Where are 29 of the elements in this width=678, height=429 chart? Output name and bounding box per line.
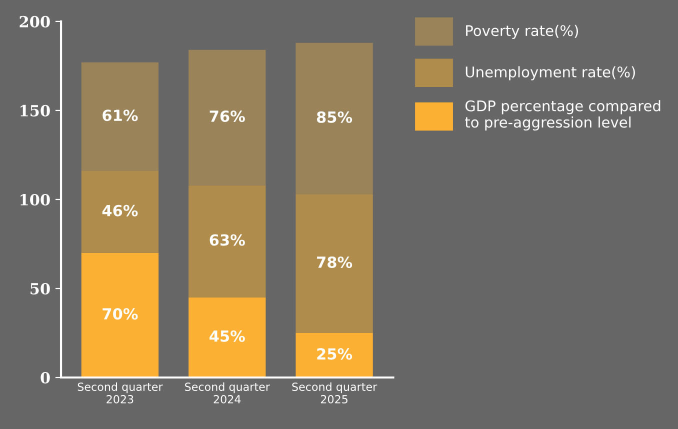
y-tick-label: 0: [40, 372, 50, 384]
bar: [188, 297, 266, 378]
bar: [81, 252, 159, 378]
bar: [188, 185, 266, 298]
bar: [81, 62, 159, 171]
legend-label: Poverty rate(%): [466, 24, 578, 39]
bar: [296, 194, 373, 334]
legend-label: GDP percentage compared to pre-aggression level: [465, 100, 660, 131]
y-tick-label: 100: [20, 194, 50, 206]
x-tick-label: Second quarter 2023: [78, 382, 163, 404]
data-label: 25%: [317, 348, 352, 360]
data-label: 45%: [210, 330, 245, 342]
bar: [296, 42, 373, 194]
bar: [296, 333, 373, 378]
data-label: 85%: [316, 111, 352, 123]
data-label: 78%: [317, 256, 352, 268]
data-label: 46%: [102, 204, 138, 216]
x-tick-label: Second quarter 2024: [185, 382, 270, 404]
x-tick-label: Second quarter 2025: [292, 382, 378, 404]
bar: [188, 50, 266, 186]
data-label: 76%: [210, 110, 245, 122]
y-tick-label: 200: [20, 16, 50, 28]
legend-label: Unemployment rate(%): [466, 66, 635, 80]
y-tick-label: 150: [20, 104, 50, 116]
data-label: 63%: [210, 234, 245, 246]
y-tick-label: 50: [30, 282, 50, 295]
data-label: 61%: [102, 110, 138, 122]
bar: [81, 171, 159, 253]
data-label: 70%: [102, 308, 138, 320]
